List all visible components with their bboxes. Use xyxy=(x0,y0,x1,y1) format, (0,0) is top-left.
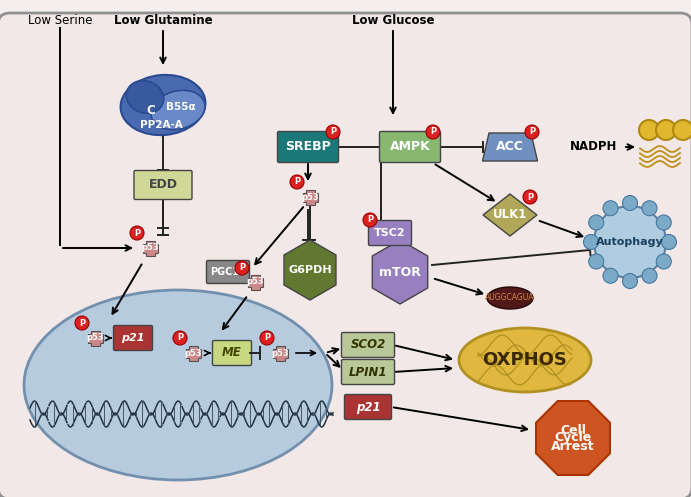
FancyBboxPatch shape xyxy=(0,13,691,497)
Polygon shape xyxy=(284,240,336,300)
Text: ME: ME xyxy=(222,346,242,359)
Text: EDD: EDD xyxy=(149,178,178,191)
Text: P: P xyxy=(294,177,300,186)
Text: P: P xyxy=(264,333,270,342)
Circle shape xyxy=(523,190,537,204)
Text: ACC: ACC xyxy=(496,141,524,154)
Circle shape xyxy=(426,125,440,139)
Circle shape xyxy=(623,273,638,288)
FancyBboxPatch shape xyxy=(134,170,192,199)
Text: p53: p53 xyxy=(301,192,319,201)
FancyBboxPatch shape xyxy=(341,332,395,357)
Circle shape xyxy=(290,175,304,189)
Circle shape xyxy=(642,268,657,283)
Text: p53: p53 xyxy=(184,348,202,357)
Circle shape xyxy=(75,316,89,330)
Text: LPIN1: LPIN1 xyxy=(349,365,387,379)
Text: Arrest: Arrest xyxy=(551,440,595,453)
Text: P: P xyxy=(134,229,140,238)
Polygon shape xyxy=(372,240,428,304)
FancyBboxPatch shape xyxy=(207,260,249,283)
Text: B55α: B55α xyxy=(167,102,196,112)
FancyBboxPatch shape xyxy=(113,326,153,350)
Polygon shape xyxy=(482,133,538,161)
Text: p21: p21 xyxy=(356,401,380,414)
Text: P: P xyxy=(239,263,245,272)
Text: P: P xyxy=(430,128,436,137)
Text: Autophagy: Autophagy xyxy=(596,237,664,247)
Circle shape xyxy=(623,195,638,211)
Polygon shape xyxy=(185,345,200,360)
Circle shape xyxy=(173,331,187,345)
Circle shape xyxy=(594,206,666,278)
Text: TSC2: TSC2 xyxy=(375,228,406,238)
Polygon shape xyxy=(272,345,287,360)
Text: AUGGCAGUA: AUGGCAGUA xyxy=(485,294,535,303)
Circle shape xyxy=(603,201,618,216)
Ellipse shape xyxy=(126,81,164,113)
Text: SCO2: SCO2 xyxy=(350,338,386,351)
Text: Low Glucose: Low Glucose xyxy=(352,14,434,27)
Ellipse shape xyxy=(151,90,205,130)
Polygon shape xyxy=(247,274,263,289)
Text: P: P xyxy=(527,192,533,201)
Circle shape xyxy=(363,213,377,227)
Text: SREBP: SREBP xyxy=(285,141,331,154)
Text: C: C xyxy=(146,104,155,117)
Text: p21: p21 xyxy=(121,333,144,343)
Circle shape xyxy=(235,261,249,275)
Text: p53: p53 xyxy=(86,333,104,342)
Text: OXPHOS: OXPHOS xyxy=(482,351,567,369)
Circle shape xyxy=(656,120,676,140)
Text: PP2A-A: PP2A-A xyxy=(140,120,182,130)
FancyBboxPatch shape xyxy=(278,132,339,163)
Text: PGC1α: PGC1α xyxy=(210,267,246,277)
Circle shape xyxy=(642,201,657,216)
Text: p53: p53 xyxy=(271,348,289,357)
Circle shape xyxy=(656,254,671,269)
Polygon shape xyxy=(483,194,537,236)
Circle shape xyxy=(525,125,539,139)
Text: Low Serine: Low Serine xyxy=(28,14,93,27)
FancyBboxPatch shape xyxy=(368,221,412,246)
Polygon shape xyxy=(303,189,317,204)
Text: ULK1: ULK1 xyxy=(493,209,527,222)
Text: P: P xyxy=(529,128,535,137)
Polygon shape xyxy=(536,401,610,475)
Text: Cell: Cell xyxy=(560,424,586,437)
Circle shape xyxy=(130,226,144,240)
Text: P: P xyxy=(330,128,336,137)
Text: Low Glutamine: Low Glutamine xyxy=(114,14,212,27)
Ellipse shape xyxy=(459,328,591,392)
Ellipse shape xyxy=(121,75,205,135)
Text: AMPK: AMPK xyxy=(390,141,430,154)
Text: P: P xyxy=(367,216,373,225)
Circle shape xyxy=(260,331,274,345)
Ellipse shape xyxy=(487,287,533,309)
Text: G6PDH: G6PDH xyxy=(288,265,332,275)
Circle shape xyxy=(589,215,604,230)
FancyBboxPatch shape xyxy=(213,340,252,365)
FancyBboxPatch shape xyxy=(345,395,392,419)
Text: P: P xyxy=(177,333,183,342)
Circle shape xyxy=(326,125,340,139)
FancyBboxPatch shape xyxy=(341,359,395,385)
Circle shape xyxy=(603,268,618,283)
Circle shape xyxy=(673,120,691,140)
Polygon shape xyxy=(88,331,102,345)
Circle shape xyxy=(589,254,604,269)
Polygon shape xyxy=(142,241,158,255)
Text: NADPH: NADPH xyxy=(570,141,617,154)
Circle shape xyxy=(583,235,598,249)
Text: p53: p53 xyxy=(246,277,264,286)
Text: mTOR: mTOR xyxy=(379,265,421,278)
FancyBboxPatch shape xyxy=(379,132,440,163)
Circle shape xyxy=(639,120,659,140)
Text: P: P xyxy=(79,319,85,328)
Text: Cycle: Cycle xyxy=(554,431,591,444)
Text: p53: p53 xyxy=(141,244,159,252)
Ellipse shape xyxy=(24,290,332,480)
Circle shape xyxy=(656,215,671,230)
Circle shape xyxy=(661,235,676,249)
